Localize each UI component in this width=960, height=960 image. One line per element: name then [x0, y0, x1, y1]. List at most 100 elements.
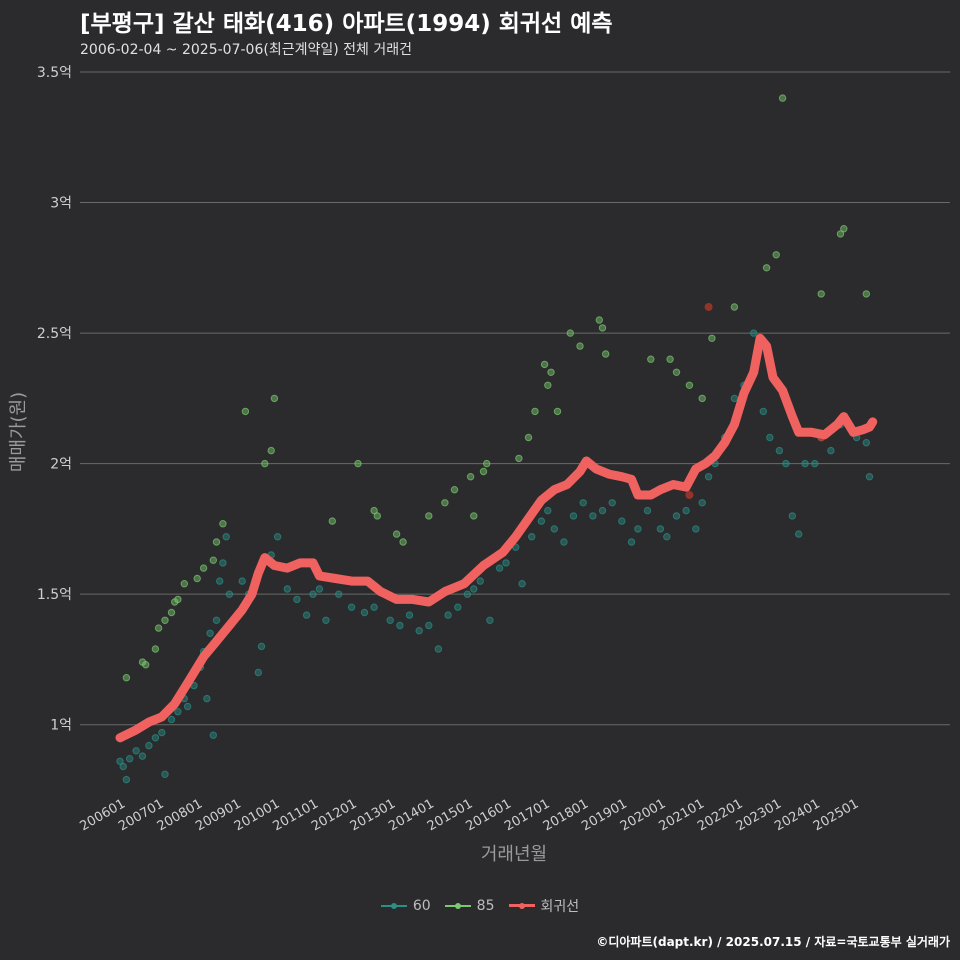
data-point-85 — [595, 316, 603, 324]
data-point-60 — [386, 616, 394, 624]
data-point-60 — [257, 642, 266, 651]
legend: 60 85 회귀선 — [0, 896, 960, 916]
data-point-60 — [322, 616, 330, 624]
data-point-60 — [434, 645, 443, 653]
data-point-85 — [219, 520, 227, 528]
data-point-60 — [396, 621, 404, 630]
data-point-60 — [302, 611, 311, 619]
data-point-60 — [174, 708, 182, 716]
data-point-85 — [708, 334, 716, 342]
data-point-85 — [180, 580, 189, 588]
data-point-85 — [672, 368, 681, 376]
data-point-85 — [772, 251, 780, 259]
legend-item-60: 60 — [380, 898, 431, 914]
data-point-85 — [209, 556, 218, 564]
data-point-60 — [119, 762, 127, 771]
data-point-60 — [544, 506, 552, 515]
data-point-60 — [795, 530, 803, 538]
data-point-60 — [704, 473, 713, 481]
y-tick-label: 1.5억 — [37, 587, 72, 603]
data-point-60 — [209, 731, 218, 739]
data-point-85 — [666, 355, 674, 363]
data-point-85 — [531, 407, 539, 416]
data-point-85 — [547, 368, 555, 376]
data-point-60 — [347, 603, 356, 611]
chart-subtitle: 2006-02-04 ~ 2025-07-06(최근계약일) 전체 거래건 — [80, 42, 412, 58]
data-point-60 — [518, 580, 526, 588]
data-point-60 — [425, 621, 433, 630]
data-point-60 — [470, 585, 478, 593]
data-point-85 — [685, 381, 694, 389]
data-point-85 — [354, 459, 362, 468]
data-point-60 — [811, 459, 819, 468]
x-axis-label: 거래년월 — [481, 844, 547, 865]
data-point-85 — [778, 94, 787, 102]
data-point-60 — [415, 627, 423, 635]
data-point-60 — [486, 616, 494, 624]
data-point-60 — [627, 538, 636, 546]
data-point-60 — [132, 747, 140, 755]
y-tick-label: 3억 — [50, 196, 72, 212]
data-point-85 — [515, 454, 523, 463]
scatter-points — [116, 94, 874, 784]
y-tick-label: 2억 — [50, 457, 72, 473]
data-point-60 — [126, 755, 134, 763]
data-point-85 — [524, 433, 533, 442]
data-point-60 — [550, 525, 558, 533]
data-point-60 — [254, 668, 262, 677]
data-point-85 — [730, 303, 739, 311]
data-point-85 — [122, 674, 131, 682]
legend-key-60 — [380, 899, 407, 913]
y-tick-labels: 1억 1.5억 2억 2.5억 3억 3.5억 — [37, 65, 72, 734]
data-point-85 — [862, 290, 870, 298]
data-point-60 — [598, 506, 607, 515]
data-point-60 — [158, 728, 166, 737]
data-point-85 — [167, 608, 176, 617]
regression-layer — [115, 333, 878, 743]
data-point-60 — [579, 499, 587, 507]
data-point-60 — [766, 433, 774, 442]
data-point-60 — [138, 752, 147, 760]
legend-item-regression: 회귀선 — [508, 896, 579, 916]
data-point-85 — [267, 446, 275, 455]
data-point-60 — [476, 577, 484, 585]
legend-label-60: 60 — [412, 898, 431, 914]
data-point-60 — [801, 459, 809, 468]
data-point-85 — [212, 538, 221, 546]
data-point-60 — [618, 517, 626, 525]
outlier-point — [704, 303, 713, 311]
data-point-85 — [602, 350, 610, 358]
data-point-60 — [293, 595, 301, 604]
data-point-85 — [328, 517, 336, 525]
data-point-85 — [399, 538, 407, 546]
data-point-60 — [730, 394, 739, 403]
data-point-85 — [466, 473, 475, 481]
data-point-60 — [528, 533, 536, 541]
data-point-85 — [193, 574, 201, 583]
y-tick-label: 2.5억 — [37, 326, 72, 342]
data-point-60 — [335, 590, 343, 598]
data-point-85 — [553, 407, 562, 416]
data-point-60 — [145, 741, 153, 750]
data-point-85 — [698, 394, 706, 403]
data-point-60 — [672, 512, 681, 520]
data-point-85 — [154, 624, 163, 632]
data-point-60 — [827, 446, 835, 455]
data-point-85 — [840, 225, 848, 233]
data-point-85 — [441, 499, 449, 507]
data-point-60 — [315, 585, 324, 593]
data-point-85 — [566, 329, 574, 337]
data-point-60 — [537, 517, 546, 525]
data-point-85 — [470, 512, 478, 520]
data-point-60 — [560, 538, 568, 546]
data-point-85 — [199, 564, 208, 572]
data-point-60 — [116, 757, 124, 765]
data-point-85 — [142, 661, 150, 669]
data-point-60 — [463, 590, 472, 598]
data-point-60 — [360, 608, 369, 617]
data-point-60 — [750, 329, 758, 337]
data-point-60 — [775, 446, 784, 455]
data-point-60 — [634, 525, 642, 533]
data-point-60 — [225, 590, 234, 598]
data-point-85 — [598, 324, 607, 332]
